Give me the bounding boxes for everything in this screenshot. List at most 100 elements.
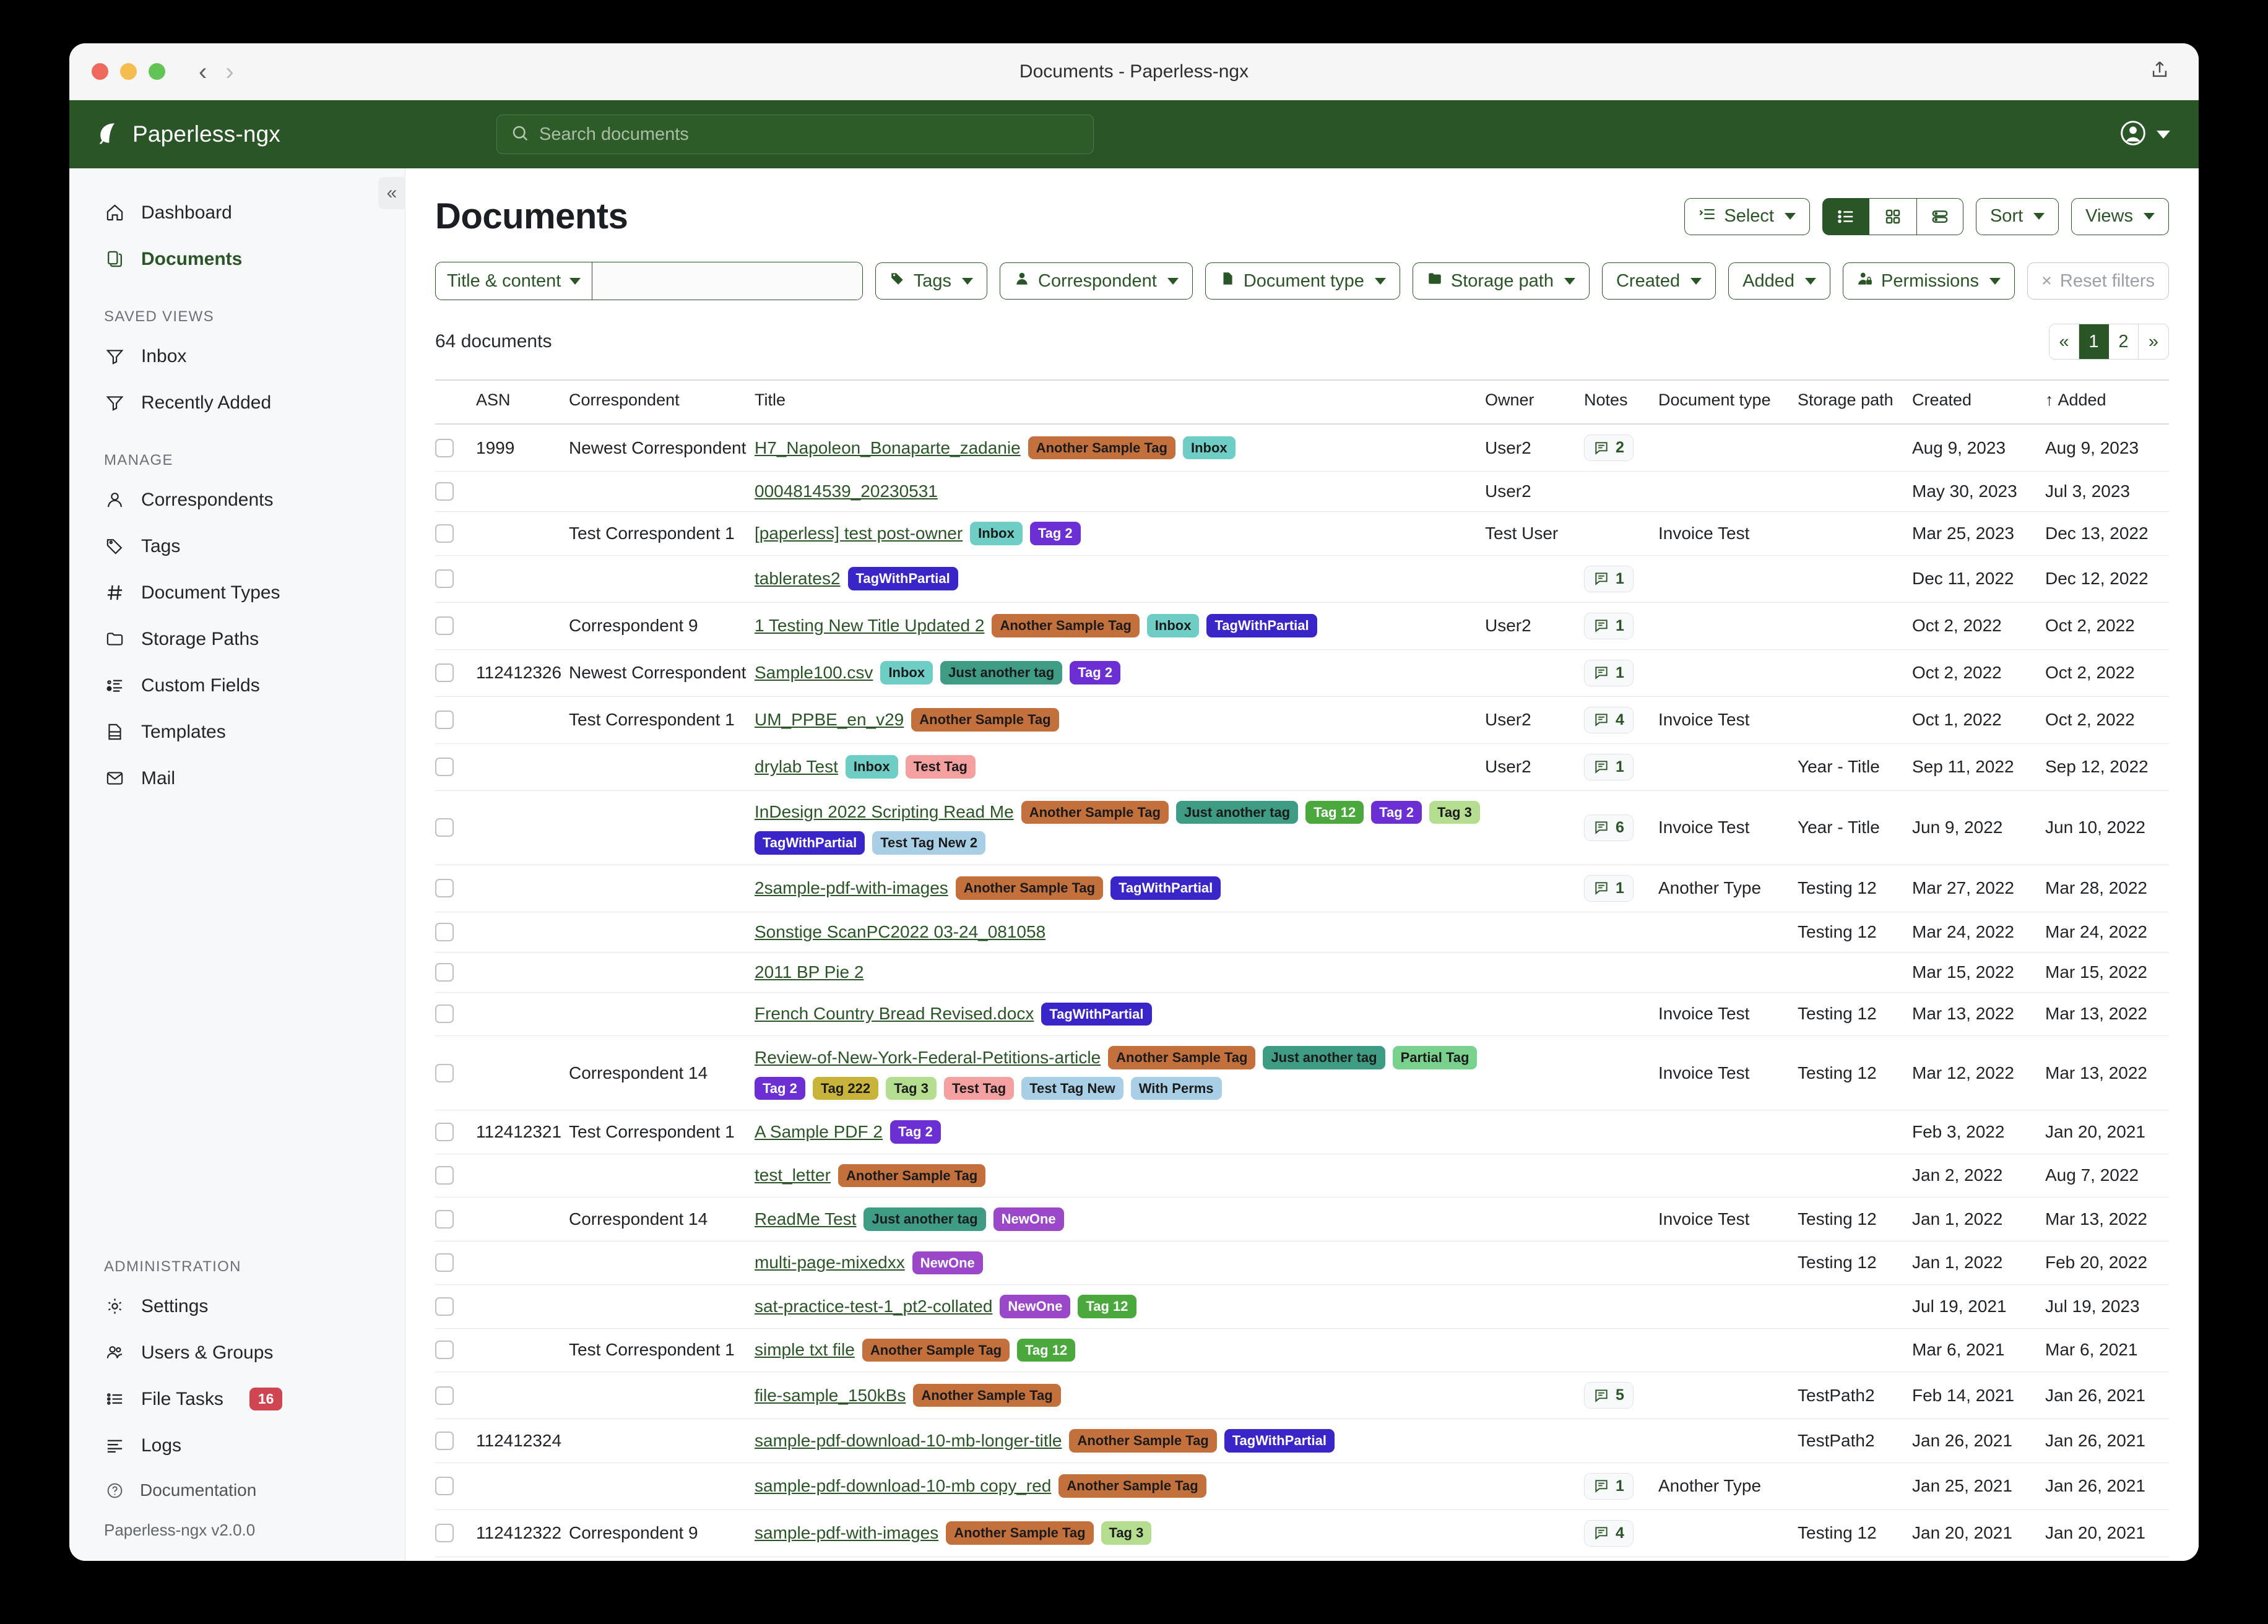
tag-badge[interactable]: Inbox <box>880 661 933 685</box>
th-asn[interactable]: ASN <box>476 379 569 425</box>
th-notes[interactable]: Notes <box>1584 379 1658 425</box>
th-select-all[interactable] <box>435 379 476 425</box>
tag-badge[interactable]: Inbox <box>970 522 1023 545</box>
tag-badge[interactable]: Partial Tag <box>1392 1046 1478 1069</box>
row-checkbox-cell[interactable] <box>435 696 476 744</box>
notes-badge[interactable]: 5 <box>1584 1382 1634 1409</box>
row-checkbox[interactable] <box>435 710 454 729</box>
tag-badge[interactable]: Another Sample Tag <box>1069 1429 1217 1453</box>
table-row[interactable]: drylab Test Inbox Test Tag User2 1 Year - Tit… <box>435 743 2169 791</box>
tag-badge[interactable]: TagWithPartial <box>1206 614 1317 637</box>
document-title-link[interactable]: Review-of-New-York-Federal-Petitions-art… <box>755 1047 1101 1067</box>
row-checkbox-cell[interactable] <box>435 1154 476 1198</box>
sidebar-item-documents[interactable]: Documents <box>69 236 405 282</box>
tag-badge[interactable]: Another Sample Tag <box>946 1521 1094 1545</box>
sidebar-item-storage-paths[interactable]: Storage Paths <box>69 616 405 662</box>
row-checkbox-cell[interactable] <box>435 743 476 791</box>
sidebar-item-mail[interactable]: Mail <box>69 755 405 801</box>
document-title-link[interactable]: 0004814539_20230531 <box>755 482 938 501</box>
document-title-link[interactable]: multi-page-mixedxx <box>755 1253 905 1272</box>
sidebar-item-custom-fields[interactable]: Custom Fields <box>69 662 405 709</box>
document-title-link[interactable]: [paperless] test post-owner <box>755 523 963 543</box>
row-checkbox[interactable] <box>435 922 454 941</box>
notes-badge[interactable]: 2 <box>1584 434 1634 461</box>
notes-badge[interactable]: 1 <box>1584 565 1634 592</box>
notes-badge[interactable]: 1 <box>1584 612 1634 639</box>
table-row[interactable]: 2sample-pdf-with-images Another Sample Ta… <box>435 865 2169 912</box>
table-row[interactable]: 0004814539_20230531 User2 May 30, 2023 Jul … <box>435 471 2169 512</box>
th-document-type[interactable]: Document type <box>1658 379 1798 425</box>
sidebar-item-recently-added[interactable]: Recently Added <box>69 379 405 426</box>
row-checkbox-cell[interactable] <box>435 1197 476 1242</box>
row-checkbox-cell[interactable] <box>435 602 476 650</box>
notes-badge[interactable]: 1 <box>1584 753 1634 780</box>
table-row[interactable]: 112412326 Newest Correspondent Sample100.c… <box>435 649 2169 697</box>
document-title-link[interactable]: file-sample_150kBs <box>755 1385 906 1405</box>
row-checkbox-cell[interactable] <box>435 1241 476 1285</box>
tag-badge[interactable]: NewOne <box>912 1251 983 1274</box>
tag-badge[interactable]: Tag 12 <box>1305 800 1364 824</box>
row-checkbox-cell[interactable] <box>435 555 476 603</box>
row-checkbox[interactable] <box>435 1524 454 1542</box>
row-checkbox-cell[interactable] <box>435 992 476 1036</box>
row-checkbox-cell[interactable] <box>435 1110 476 1154</box>
table-row[interactable]: file-sample_150kBs Another Sample Tag 5 Tes… <box>435 1371 2169 1419</box>
row-checkbox[interactable] <box>435 1004 454 1024</box>
title-content-dropdown[interactable]: Title & content <box>436 262 593 300</box>
row-checkbox-cell[interactable] <box>435 1510 476 1557</box>
tag-badge[interactable]: TagWithPartial <box>1041 1002 1152 1026</box>
document-title-link[interactable]: sat-practice-test-1_pt2-collated <box>755 1296 993 1316</box>
row-checkbox[interactable] <box>435 1122 454 1141</box>
back-button[interactable]: ‹ <box>199 58 207 85</box>
row-checkbox[interactable] <box>435 1297 454 1316</box>
row-checkbox[interactable] <box>435 616 454 635</box>
sidebar-item-correspondents[interactable]: Correspondents <box>69 477 405 523</box>
filter-storage-path-button[interactable]: Storage path <box>1412 262 1590 300</box>
row-checkbox[interactable] <box>435 1341 454 1360</box>
sidebar-item-inbox[interactable]: Inbox <box>69 333 405 379</box>
tag-badge[interactable]: Tag 2 <box>1371 800 1422 824</box>
pagination-prev[interactable]: « <box>2049 324 2079 359</box>
sidebar-item-templates[interactable]: Templates <box>69 709 405 755</box>
filter-tags-button[interactable]: Tags <box>875 262 988 300</box>
pagination-page-2[interactable]: 2 <box>2109 324 2139 359</box>
row-checkbox[interactable] <box>435 818 454 837</box>
row-checkbox-cell[interactable] <box>435 1462 476 1510</box>
row-checkbox[interactable] <box>435 569 454 588</box>
table-row[interactable]: Test Correspondent 1 simple txt file Anoth… <box>435 1328 2169 1372</box>
document-title-link[interactable]: sample-pdf-with-images <box>755 1523 939 1542</box>
document-title-link[interactable]: 1 Testing New Title Updated 2 <box>755 616 985 635</box>
table-row[interactable]: 1999 Newest Correspondent H7_Napoleon_Bona… <box>435 424 2169 472</box>
tag-badge[interactable]: NewOne <box>993 1207 1064 1231</box>
maximize-window-button[interactable] <box>149 63 165 80</box>
document-title-link[interactable]: drylab Test <box>755 757 838 776</box>
sort-button[interactable]: Sort <box>1975 197 2059 235</box>
document-title-link[interactable]: A Sample PDF 2 <box>755 1121 883 1141</box>
notes-badge[interactable]: 4 <box>1584 706 1634 733</box>
row-checkbox-cell[interactable] <box>435 649 476 697</box>
tag-badge[interactable]: Tag 12 <box>1078 1295 1136 1318</box>
row-checkbox[interactable] <box>435 1431 454 1450</box>
tag-badge[interactable]: TagWithPartial <box>1224 1429 1335 1453</box>
document-title-link[interactable]: test_letter <box>755 1165 831 1185</box>
table-row[interactable]: InDesign 2022 Scripting Read Me Another S… <box>435 790 2169 865</box>
reset-filters-button[interactable]: × Reset filters <box>2027 262 2169 300</box>
row-checkbox[interactable] <box>435 1166 454 1185</box>
tag-badge[interactable]: Tag 3 <box>1429 800 1480 824</box>
sidebar-item-dashboard[interactable]: Dashboard <box>69 189 405 236</box>
filter-document-type-button[interactable]: Document type <box>1205 262 1400 300</box>
row-checkbox-cell[interactable] <box>435 790 476 865</box>
tag-badge[interactable]: Test Tag <box>905 755 976 779</box>
row-checkbox[interactable] <box>435 879 454 897</box>
table-row[interactable]: multi-page-mixedxx NewOne Testing 12 Jan 1,… <box>435 1241 2169 1285</box>
sidebar-item-file-tasks[interactable]: File Tasks 16 <box>69 1376 405 1422</box>
sidebar-item-users-groups[interactable]: Users & Groups <box>69 1329 405 1376</box>
document-title-link[interactable]: UM_PPBE_en_v29 <box>755 710 904 729</box>
document-title-link[interactable]: H7_Napoleon_Bonaparte_zadanie <box>755 438 1021 457</box>
tag-badge[interactable]: Just another tag <box>940 661 1063 685</box>
filter-added-button[interactable]: Added <box>1728 262 1831 300</box>
tag-badge[interactable]: Tag 2 <box>889 1120 941 1144</box>
row-checkbox[interactable] <box>435 1386 454 1405</box>
